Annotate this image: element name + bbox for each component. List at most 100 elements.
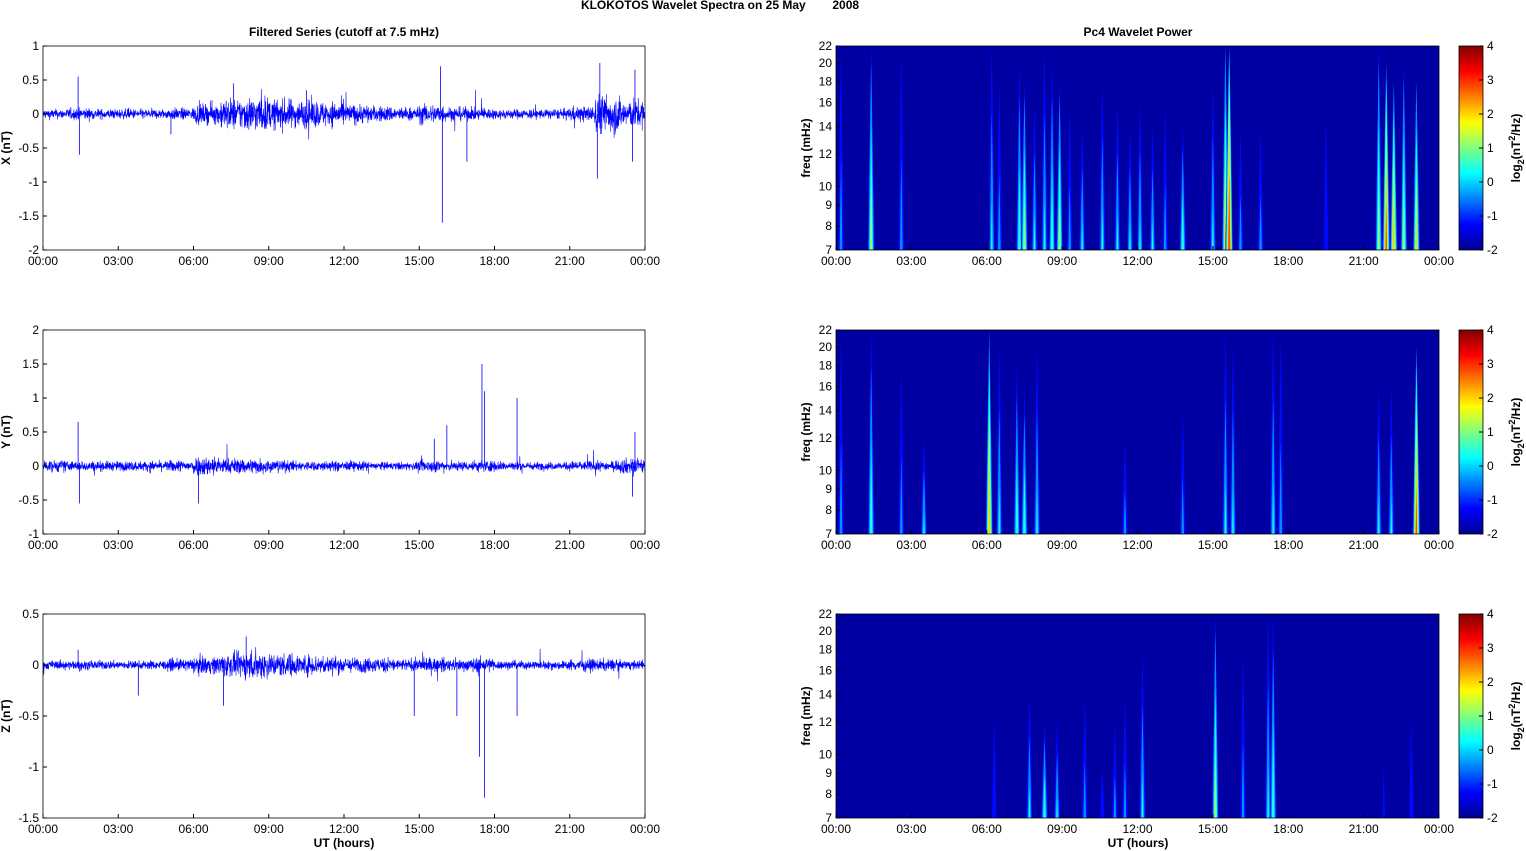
wavelet-burst xyxy=(1181,192,1185,250)
wavelet-burst xyxy=(1018,162,1021,250)
x-tick-label: 06:00 xyxy=(178,538,208,552)
y-tick-label: 0.5 xyxy=(22,425,39,439)
x-tick-label: 12:00 xyxy=(329,822,359,836)
wavelet-burst xyxy=(1128,167,1132,250)
wavelet-burst xyxy=(1066,106,1073,250)
x-tick-label: 09:00 xyxy=(254,538,284,552)
colorbar-label: log2(nT2/Hz) xyxy=(1507,114,1526,183)
wavelet-burst xyxy=(1228,173,1231,250)
x-tick-label: 00:00 xyxy=(1424,538,1454,552)
y-tick-label: 10 xyxy=(819,463,833,477)
wavelet-burst xyxy=(992,721,997,818)
wavelet-burst xyxy=(1116,212,1119,250)
wavelet-burst xyxy=(1210,136,1215,250)
x-tick-label: 15:00 xyxy=(404,822,434,836)
y-tick-label: 8 xyxy=(825,503,832,517)
y-tick-label: 14 xyxy=(819,688,833,702)
wavelet-burst xyxy=(1224,482,1227,534)
wavelet-burst xyxy=(1402,190,1405,250)
wavelet-burst xyxy=(1151,219,1154,250)
x-tick-label: 00:00 xyxy=(630,822,660,836)
colorbar-tick-label: 4 xyxy=(1487,607,1494,621)
colorbar-tick-label: -1 xyxy=(1487,777,1498,791)
wavelet-burst xyxy=(838,335,844,534)
wavelet-burst xyxy=(1139,212,1141,250)
y-axis-label: freq (mHz) xyxy=(799,686,813,745)
y-tick-label: 20 xyxy=(819,56,833,70)
wavelet-burst xyxy=(1212,207,1214,250)
wavelet-burst xyxy=(898,51,905,250)
x-tick-label: 12:00 xyxy=(1122,538,1152,552)
colorbar-tick-label: 0 xyxy=(1487,459,1494,473)
wavelet-burst xyxy=(1272,482,1274,534)
wavelet-burst xyxy=(1058,196,1061,250)
y-tick-label: 14 xyxy=(819,120,833,134)
wavelet-burst xyxy=(1023,465,1026,534)
wavelet-burst xyxy=(1271,396,1276,534)
wavelet-burst xyxy=(1112,724,1118,818)
wavelet-burst xyxy=(1113,774,1117,818)
x-tick-label: 00:00 xyxy=(28,822,58,836)
colorbar-tick-label: 1 xyxy=(1487,709,1494,723)
wavelet-burst xyxy=(839,440,843,534)
wavelet-burst xyxy=(1162,106,1168,250)
y-axis-label: X (nT) xyxy=(0,131,13,165)
colorbar-tick-label: -2 xyxy=(1487,527,1498,541)
y-tick-label: -0.5 xyxy=(18,141,39,155)
plot-area xyxy=(43,46,645,250)
wavelet-burst xyxy=(1150,167,1155,250)
wavelet-burst xyxy=(1163,182,1167,250)
wavelet-burst xyxy=(1042,112,1047,250)
x-tick-label: 06:00 xyxy=(178,822,208,836)
wavelet-burst xyxy=(1323,118,1329,250)
colorbar-tick-label: 3 xyxy=(1487,641,1494,655)
wavelet-burst xyxy=(1409,721,1414,818)
y-tick-label: -2 xyxy=(28,243,39,257)
x-tick-label: 15:00 xyxy=(1198,538,1228,552)
colorbar-label-part: 2 xyxy=(1507,420,1517,425)
wavelet-burst xyxy=(839,156,843,250)
y-tick-label: 9 xyxy=(825,482,832,496)
plot-area xyxy=(43,614,645,818)
colorbar-tick-label: -1 xyxy=(1487,493,1498,507)
x-tick-label: 18:00 xyxy=(479,254,509,268)
plot-area xyxy=(43,330,645,534)
x-tick-label: 09:00 xyxy=(1047,254,1077,268)
y-tick-label: 7 xyxy=(825,811,832,825)
x-tick-label: 00:00 xyxy=(630,538,660,552)
wavelet-burst xyxy=(996,86,1003,250)
y-tick-label: 0.5 xyxy=(22,607,39,621)
colorbar-label: log2(nT2/Hz) xyxy=(1507,398,1526,467)
wavelet-burst xyxy=(1123,490,1127,534)
y-axis-label: Y (nT) xyxy=(0,415,13,449)
y-tick-label: 1.5 xyxy=(22,357,39,371)
wavelet-burst xyxy=(1122,697,1128,818)
x-tick-label: 03:00 xyxy=(103,538,133,552)
timeseries-panel-x: 00:00 03:00 06:00 09:00 12:00 15:00 18:00 21:00… xyxy=(0,39,660,268)
y-tick-label: 1 xyxy=(32,391,39,405)
wavelet-burst xyxy=(988,462,991,534)
y-tick-label: 12 xyxy=(819,147,833,161)
y-tick-label: 0 xyxy=(32,107,39,121)
x-tick-label: 15:00 xyxy=(1198,822,1228,836)
wavelet-burst xyxy=(1279,440,1283,534)
wavelet-burst xyxy=(1257,129,1264,250)
y-tick-label: 22 xyxy=(819,39,833,53)
wavelet-burst xyxy=(990,198,993,250)
wavelet-burst xyxy=(1267,766,1269,818)
y-tick-label: 16 xyxy=(819,664,833,678)
figure-title: KLOKOTOS Wavelet Spectra on 25 May 2008 xyxy=(581,0,859,12)
wavelet-burst xyxy=(1231,408,1235,534)
wavelet-burst xyxy=(1028,787,1031,818)
wavelet-burst xyxy=(1032,150,1037,250)
colorbar-tick-label: 3 xyxy=(1487,73,1494,87)
wavelet-burst xyxy=(1237,129,1244,250)
wavelet-burst xyxy=(1015,455,1019,534)
spectrogram-background xyxy=(836,330,1439,534)
colorbar-label-part: (nT xyxy=(1509,140,1523,159)
wavelet-burst xyxy=(1376,434,1381,534)
y-tick-label: 8 xyxy=(825,787,832,801)
x-tick-label: 03:00 xyxy=(103,822,133,836)
y-tick-label: -0.5 xyxy=(18,709,39,723)
wavelet-burst xyxy=(1036,486,1038,534)
